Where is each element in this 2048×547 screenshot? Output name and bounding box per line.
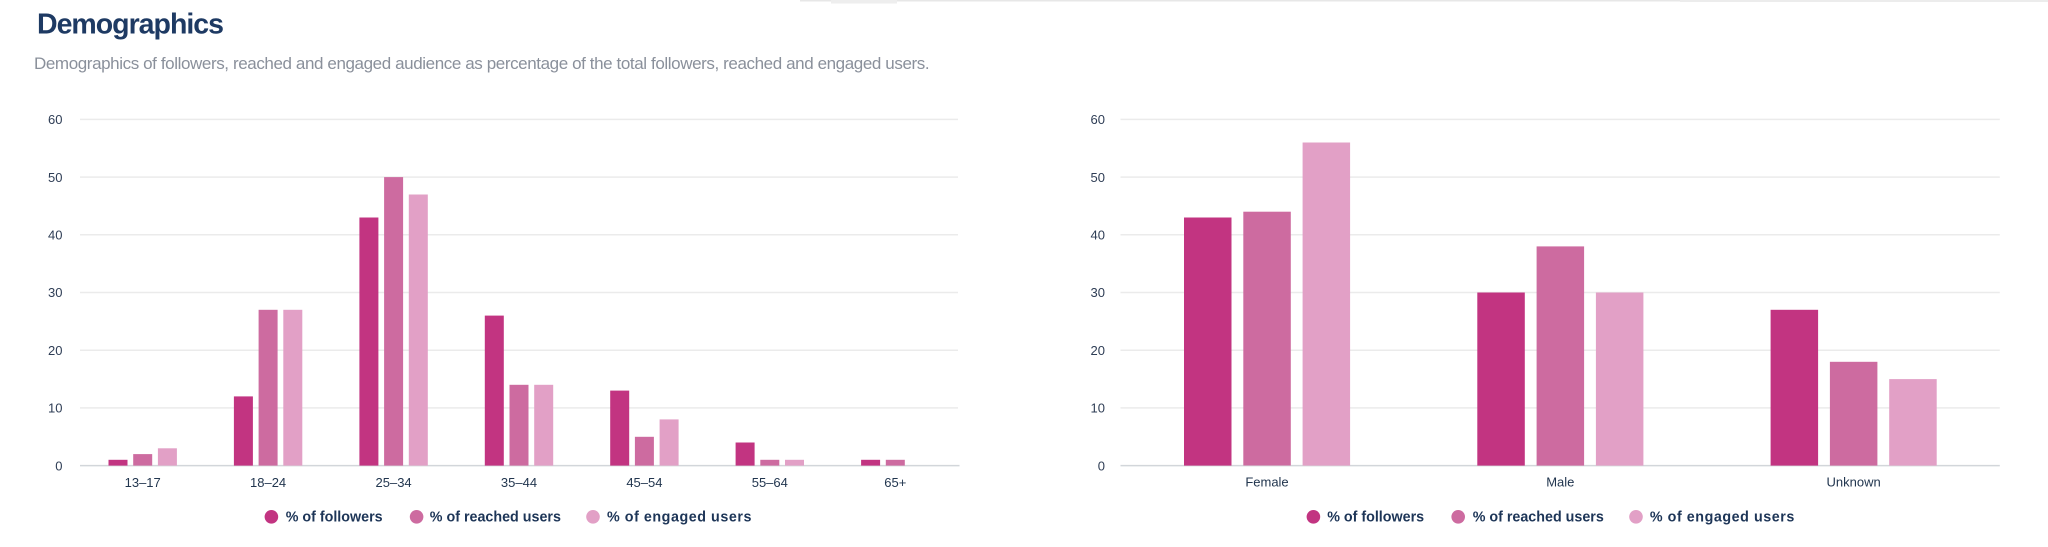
svg-text:35–44: 35–44: [501, 475, 537, 490]
svg-text:20: 20: [1091, 343, 1105, 358]
svg-text:30: 30: [48, 285, 62, 300]
svg-text:55–64: 55–64: [752, 475, 788, 490]
svg-text:50: 50: [1091, 170, 1105, 185]
svg-text:Unknown: Unknown: [1826, 475, 1880, 490]
svg-text:30: 30: [1091, 285, 1105, 300]
svg-text:45–54: 45–54: [626, 475, 662, 490]
svg-text:% of engaged users: % of engaged users: [1650, 510, 1795, 526]
svg-text:40: 40: [48, 228, 62, 243]
svg-text:0: 0: [55, 458, 62, 473]
svg-text:40: 40: [1091, 228, 1105, 243]
svg-text:% of followers: % of followers: [286, 510, 383, 526]
svg-text:0: 0: [1098, 458, 1105, 473]
svg-text:50: 50: [48, 170, 62, 185]
svg-text:Demographics: Demographics: [37, 9, 223, 41]
svg-text:13–17: 13–17: [125, 475, 161, 490]
svg-text:25–34: 25–34: [376, 475, 412, 490]
svg-text:% of reached users: % of reached users: [430, 510, 561, 526]
svg-text:10: 10: [48, 401, 62, 416]
svg-text:65+: 65+: [884, 475, 906, 490]
svg-text:% of engaged users: % of engaged users: [607, 510, 752, 526]
svg-text:% of reached users: % of reached users: [1473, 510, 1604, 526]
svg-text:60: 60: [1091, 112, 1105, 127]
svg-text:Female: Female: [1245, 475, 1288, 490]
svg-text:60: 60: [48, 112, 62, 127]
svg-text:18–24: 18–24: [250, 475, 286, 490]
svg-text:Male: Male: [1546, 475, 1574, 490]
svg-text:20: 20: [48, 343, 62, 358]
svg-text:10: 10: [1091, 401, 1105, 416]
svg-text:% of followers: % of followers: [1327, 510, 1424, 526]
svg-text:Demographics of followers, rea: Demographics of followers, reached and e…: [34, 54, 929, 73]
